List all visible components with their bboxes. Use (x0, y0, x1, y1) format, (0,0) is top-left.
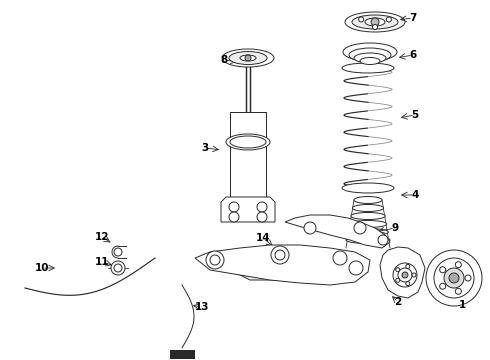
Circle shape (245, 55, 251, 61)
Ellipse shape (229, 51, 267, 64)
Circle shape (354, 222, 366, 234)
Ellipse shape (360, 58, 380, 64)
Ellipse shape (230, 136, 266, 148)
Ellipse shape (351, 212, 385, 220)
Circle shape (440, 267, 446, 273)
Ellipse shape (342, 63, 394, 73)
Circle shape (444, 268, 464, 288)
Text: 4: 4 (411, 190, 418, 200)
Circle shape (393, 263, 417, 287)
Text: 10: 10 (35, 263, 49, 273)
Circle shape (434, 258, 474, 298)
Circle shape (257, 202, 267, 212)
Polygon shape (230, 270, 330, 280)
Text: 1: 1 (458, 300, 466, 310)
Circle shape (412, 273, 416, 277)
Ellipse shape (352, 15, 398, 29)
Ellipse shape (354, 197, 382, 203)
Text: 13: 13 (195, 302, 209, 312)
Ellipse shape (365, 18, 385, 26)
Text: 8: 8 (220, 55, 228, 65)
Text: 5: 5 (412, 110, 418, 120)
Circle shape (440, 283, 446, 289)
Ellipse shape (342, 183, 394, 193)
Ellipse shape (354, 53, 386, 63)
Circle shape (114, 248, 122, 256)
Polygon shape (380, 247, 425, 298)
Ellipse shape (240, 55, 256, 61)
Circle shape (396, 268, 400, 272)
Circle shape (372, 24, 377, 30)
Circle shape (455, 262, 461, 268)
Circle shape (465, 275, 471, 281)
Circle shape (359, 17, 364, 22)
Circle shape (455, 288, 461, 294)
Polygon shape (230, 112, 266, 197)
Text: 14: 14 (256, 233, 270, 243)
Circle shape (449, 273, 459, 283)
Text: 9: 9 (392, 223, 398, 233)
Circle shape (257, 212, 267, 222)
Circle shape (206, 251, 224, 269)
Circle shape (229, 212, 239, 222)
Circle shape (333, 251, 347, 265)
Circle shape (271, 246, 289, 264)
Ellipse shape (347, 229, 389, 235)
Ellipse shape (352, 204, 384, 212)
Circle shape (396, 278, 400, 282)
Polygon shape (221, 197, 275, 222)
Ellipse shape (222, 49, 274, 67)
Text: 11: 11 (95, 257, 109, 267)
Circle shape (229, 202, 239, 212)
Circle shape (398, 268, 412, 282)
Text: 6: 6 (409, 50, 416, 60)
Ellipse shape (345, 12, 405, 32)
Text: 12: 12 (95, 232, 109, 242)
Circle shape (402, 272, 408, 278)
Text: 7: 7 (409, 13, 416, 23)
Ellipse shape (349, 220, 387, 228)
Ellipse shape (346, 237, 390, 243)
Circle shape (111, 261, 125, 275)
Polygon shape (285, 215, 390, 248)
Circle shape (349, 261, 363, 275)
Circle shape (406, 265, 410, 269)
Circle shape (114, 264, 122, 272)
Circle shape (378, 235, 388, 245)
Circle shape (406, 282, 410, 285)
Circle shape (386, 17, 392, 22)
Circle shape (371, 18, 379, 26)
Text: 3: 3 (201, 143, 209, 153)
Ellipse shape (226, 134, 270, 150)
Circle shape (210, 255, 220, 265)
Ellipse shape (343, 43, 397, 61)
Circle shape (426, 250, 482, 306)
Text: 2: 2 (394, 297, 402, 307)
Ellipse shape (349, 48, 391, 62)
Polygon shape (195, 245, 370, 285)
Circle shape (304, 222, 316, 234)
Circle shape (275, 250, 285, 260)
